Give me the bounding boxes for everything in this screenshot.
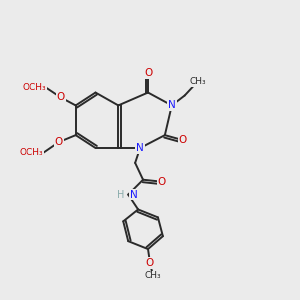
Text: CH₃: CH₃ bbox=[189, 77, 206, 86]
Text: H: H bbox=[117, 190, 124, 200]
Text: N: N bbox=[130, 190, 138, 200]
Text: O: O bbox=[178, 135, 187, 145]
Text: O: O bbox=[144, 68, 152, 78]
Text: O: O bbox=[158, 177, 166, 187]
Text: N: N bbox=[136, 143, 144, 153]
Text: O: O bbox=[55, 137, 63, 147]
Text: OCH₃: OCH₃ bbox=[22, 83, 46, 92]
Text: CH₃: CH₃ bbox=[145, 271, 161, 280]
Text: N: N bbox=[168, 100, 176, 110]
Text: O: O bbox=[57, 92, 65, 103]
Text: OCH₃: OCH₃ bbox=[20, 148, 43, 158]
Text: O: O bbox=[146, 258, 154, 268]
